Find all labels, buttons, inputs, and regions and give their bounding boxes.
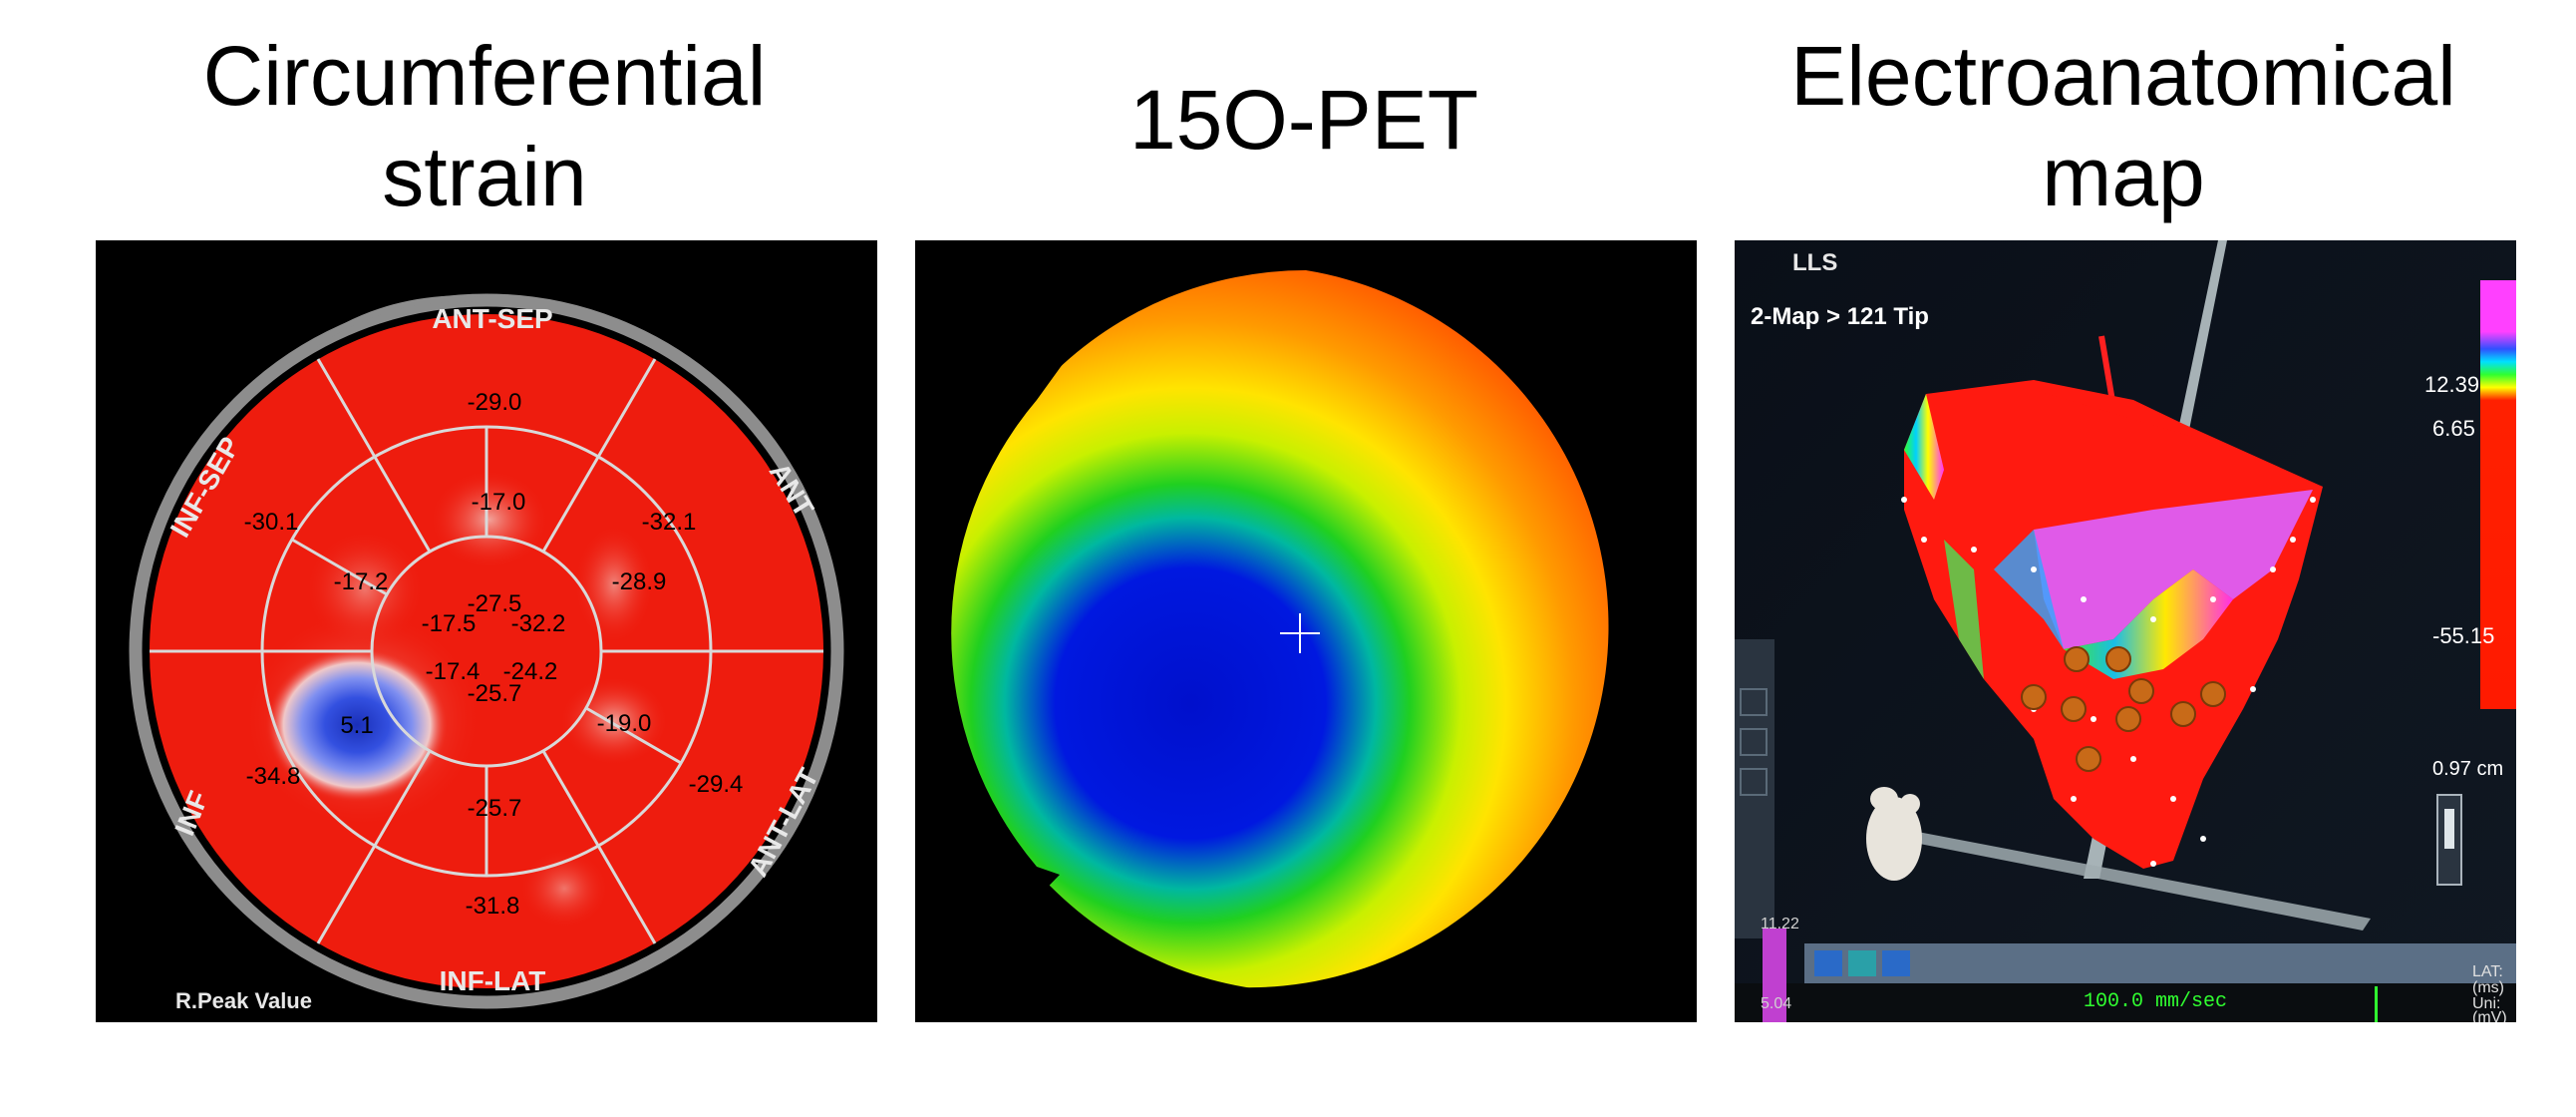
segment-value: -17.0 (472, 489, 526, 516)
segment-value: -17.4 (426, 658, 481, 685)
segment-value: -29.4 (689, 771, 744, 798)
strain-bullseye: ANT-SEP ANT ANT-LAT INF-LAT INF INF-SEP … (129, 293, 844, 1013)
scale-top-value: 12.39 (2424, 372, 2479, 397)
pet-polar-map-panel (915, 240, 1697, 1022)
uni-unit-label: Uni: (2472, 995, 2500, 1012)
uni-mv-label: (mV) (2472, 1009, 2507, 1022)
segment-value: -19.0 (597, 710, 652, 737)
eam-map: LLS 2-Map > 121 Tip 12.39 6.65 -55.15 0.… (1735, 240, 2516, 1022)
segment-lines (150, 358, 823, 944)
segment-value: -31.8 (466, 893, 520, 920)
map-label: 2-Map > 121 Tip (1751, 303, 1929, 330)
wall-label-inf-lat: INF-LAT (440, 965, 546, 996)
left-value-1: 11.22 (1761, 916, 1799, 932)
scale-mid-value: 6.65 (2432, 416, 2475, 441)
distance-label: 0.97 cm (2432, 758, 2503, 780)
strain-title-line1: Circumferential (202, 29, 767, 123)
lat-color-scale (2480, 280, 2516, 709)
eam-panel: LLS 2-Map > 121 Tip 12.39 6.65 -55.15 0.… (1735, 240, 2516, 1022)
heart-orientation-icon (1866, 787, 1922, 881)
pet-polar-map (951, 270, 1609, 988)
view-label: LLS (1792, 249, 1837, 276)
segment-value: -30.1 (244, 509, 299, 536)
impaired-region (265, 647, 449, 803)
segment-value: -17.5 (422, 610, 477, 637)
segment-value: -29.0 (468, 389, 522, 416)
lat-unit-label: LAT: (2472, 963, 2503, 980)
eam-title-line1: Electroanatomical (1790, 29, 2456, 123)
scale-bottom-value: -55.15 (2432, 623, 2494, 648)
segment-values: -29.0 -32.1 -29.4 -31.8 -34.8 -30.1 -17.… (244, 389, 744, 920)
pet-title: 15O-PET (1128, 73, 1479, 167)
strain-title: Circumferential strain (96, 26, 873, 227)
segment-value: -28.9 (612, 568, 667, 595)
bullseye-ring-arc (308, 295, 487, 351)
segment-value: -24.2 (503, 658, 558, 685)
eam-ablation-tags (2021, 646, 2226, 772)
sweep-speed-label: 100.0 mm/sec (2084, 990, 2227, 1013)
eam-title: Electroanatomical map (1735, 26, 2512, 227)
lat-ms-label: (ms) (2472, 979, 2504, 996)
segment-value: 5.1 (340, 712, 373, 739)
strain-bullseye-panel: ANT-SEP ANT ANT-LAT INF-LAT INF INF-SEP … (96, 240, 877, 1022)
left-value-2: 5.04 (1761, 995, 1791, 1012)
segment-value: -32.2 (511, 610, 566, 637)
segment-value: -17.2 (334, 568, 389, 595)
pet-perfusion-disk (951, 270, 1609, 988)
segment-value: -25.7 (468, 795, 522, 822)
segment-value: -27.5 (468, 590, 522, 617)
strain-title-line2: strain (382, 129, 587, 223)
crosshair-icon (1280, 613, 1320, 653)
eam-title-line2: map (2042, 129, 2205, 223)
segment-value: -32.1 (642, 509, 697, 536)
footer-label: R.Peak Value (175, 988, 312, 1013)
segment-value: -34.8 (246, 763, 301, 790)
wall-label-ant-sep: ANT-SEP (432, 303, 552, 334)
segment-value: -25.7 (468, 680, 522, 707)
